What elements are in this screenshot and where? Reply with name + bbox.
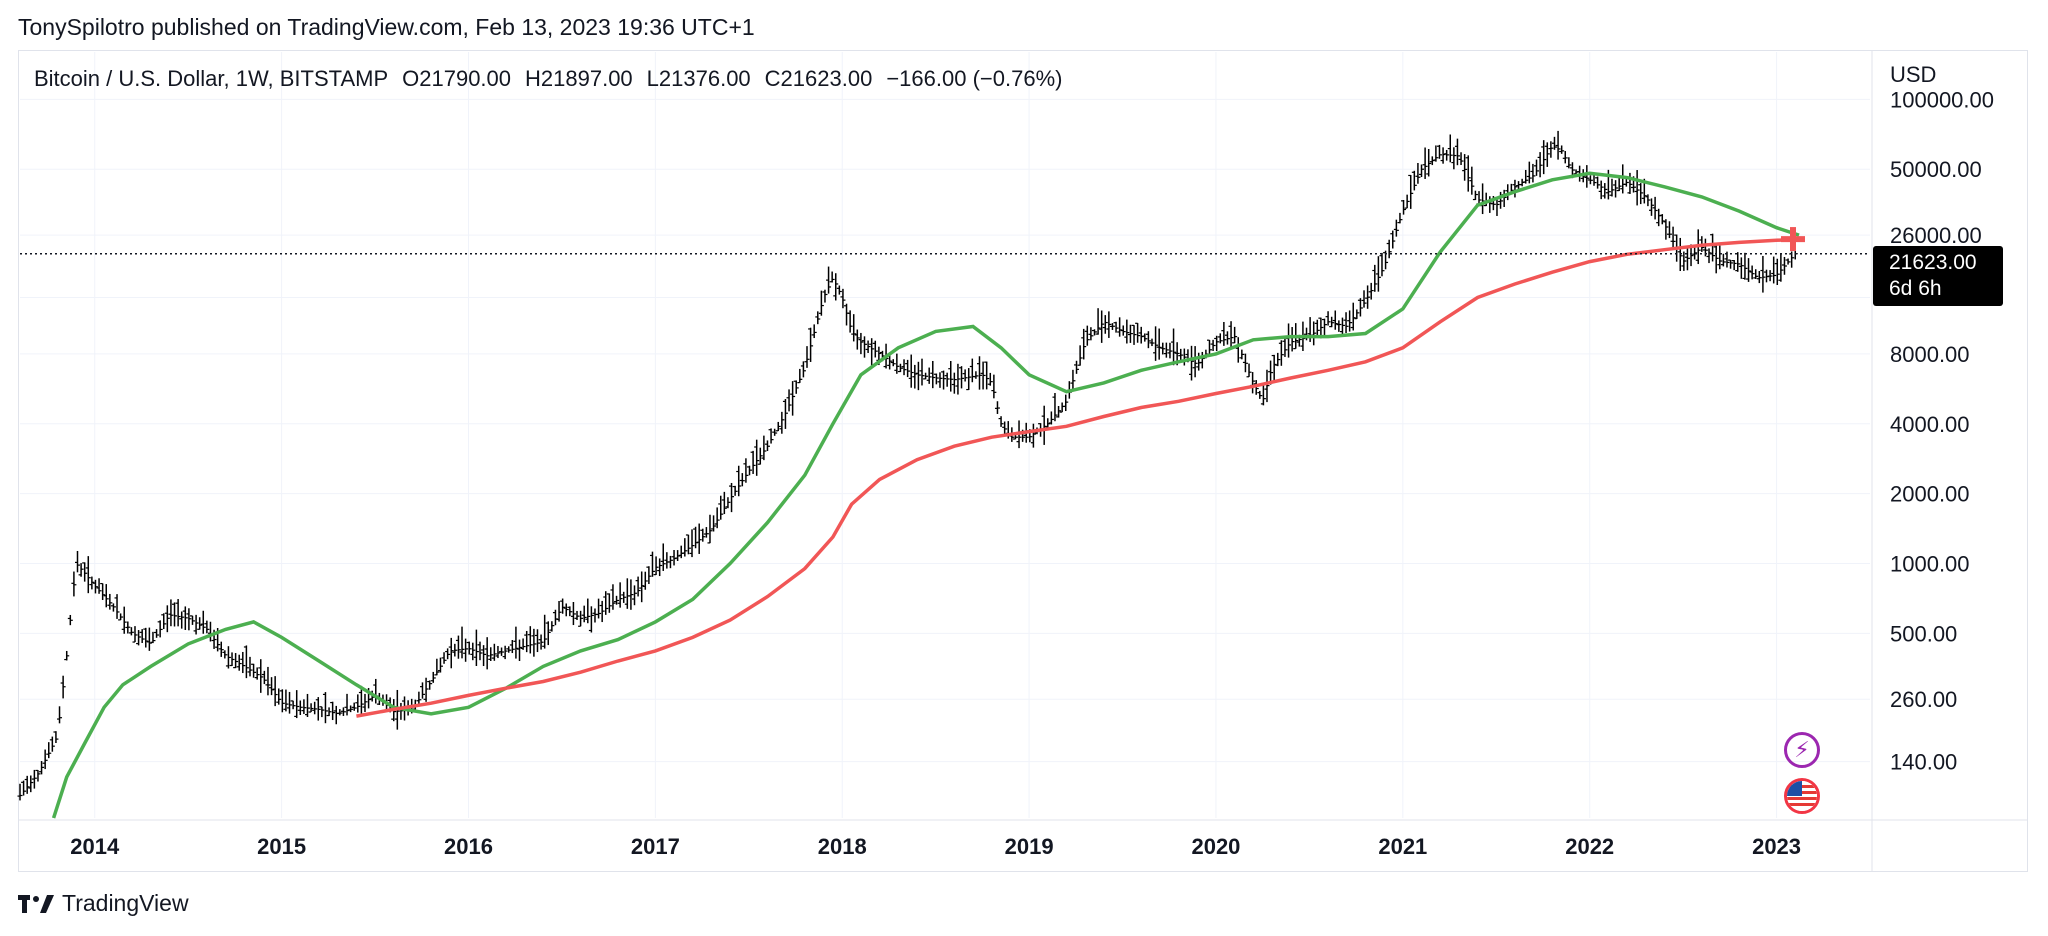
currency-label[interactable]: USD: [1890, 62, 1937, 87]
us-flag-icon[interactable]: [1784, 778, 1820, 814]
legend-open: O21790.00: [402, 66, 512, 91]
x-tick-label: 2019: [1005, 834, 1054, 859]
lightning-icon[interactable]: ⚡: [1784, 732, 1820, 768]
y-tick-label: 140.00: [1890, 750, 1957, 775]
legend-change: −166.00 (−0.76%): [886, 66, 1063, 91]
x-tick-label: 2016: [444, 834, 493, 859]
chart-frame[interactable]: [18, 50, 2028, 872]
x-tick-label: 2014: [70, 834, 120, 859]
x-tick-label: 2021: [1378, 834, 1427, 859]
y-tick-label: 2000.00: [1890, 482, 1970, 507]
last-price-value: 21623.00: [1889, 251, 1977, 274]
x-tick-label: 2022: [1565, 834, 1614, 859]
footer-brand[interactable]: TradingView: [18, 890, 189, 917]
y-tick-label: 8000.00: [1890, 342, 1970, 367]
symbol-legend: Bitcoin / U.S. Dollar, 1W, BITSTAMP O2179…: [34, 66, 1076, 92]
published-caption: TonySpilotro published on TradingView.co…: [18, 14, 755, 40]
crossover-marker-icon: [1780, 227, 1805, 252]
bar-countdown: 6d 6h: [1889, 277, 1942, 300]
legend-close: C21623.00: [764, 66, 873, 91]
legend-high: H21897.00: [525, 66, 633, 91]
last-price-tag: 21623.00 6d 6h: [1873, 246, 2003, 306]
y-tick-label: 500.00: [1890, 621, 1957, 646]
chart-grid: [20, 52, 1870, 818]
x-tick-label: 2015: [257, 834, 306, 859]
price-bars: [17, 130, 1798, 801]
x-tick-label: 2017: [631, 834, 680, 859]
x-tick-label: 2023: [1752, 834, 1801, 859]
y-tick-label: 4000.00: [1890, 412, 1970, 437]
x-tick-label: 2020: [1191, 834, 1240, 859]
y-tick-label: 26000.00: [1890, 223, 1982, 248]
price-axis: 140.00 260.00 500.00 1000.00 2000.00 4000.00 8…: [1890, 87, 1994, 774]
legend-low: L21376.00: [646, 66, 751, 91]
ma-red-line: [356, 237, 1800, 718]
y-tick-label: 260.00: [1890, 687, 1957, 712]
y-tick-label: 100000.00: [1890, 87, 1994, 112]
y-tick-label: 50000.00: [1890, 157, 1982, 182]
time-axis: 2014 2015 2016 2017 2018 2019 2020 2021 2022 2023: [70, 834, 1801, 859]
x-tick-label: 2018: [818, 834, 867, 859]
legend-symbol[interactable]: Bitcoin / U.S. Dollar, 1W, BITSTAMP: [34, 66, 389, 91]
y-tick-label: 1000.00: [1890, 551, 1970, 576]
brand-name: TradingView: [62, 890, 189, 916]
tradingview-logo-icon: [18, 894, 54, 913]
ma-green-line: [51, 171, 1800, 819]
